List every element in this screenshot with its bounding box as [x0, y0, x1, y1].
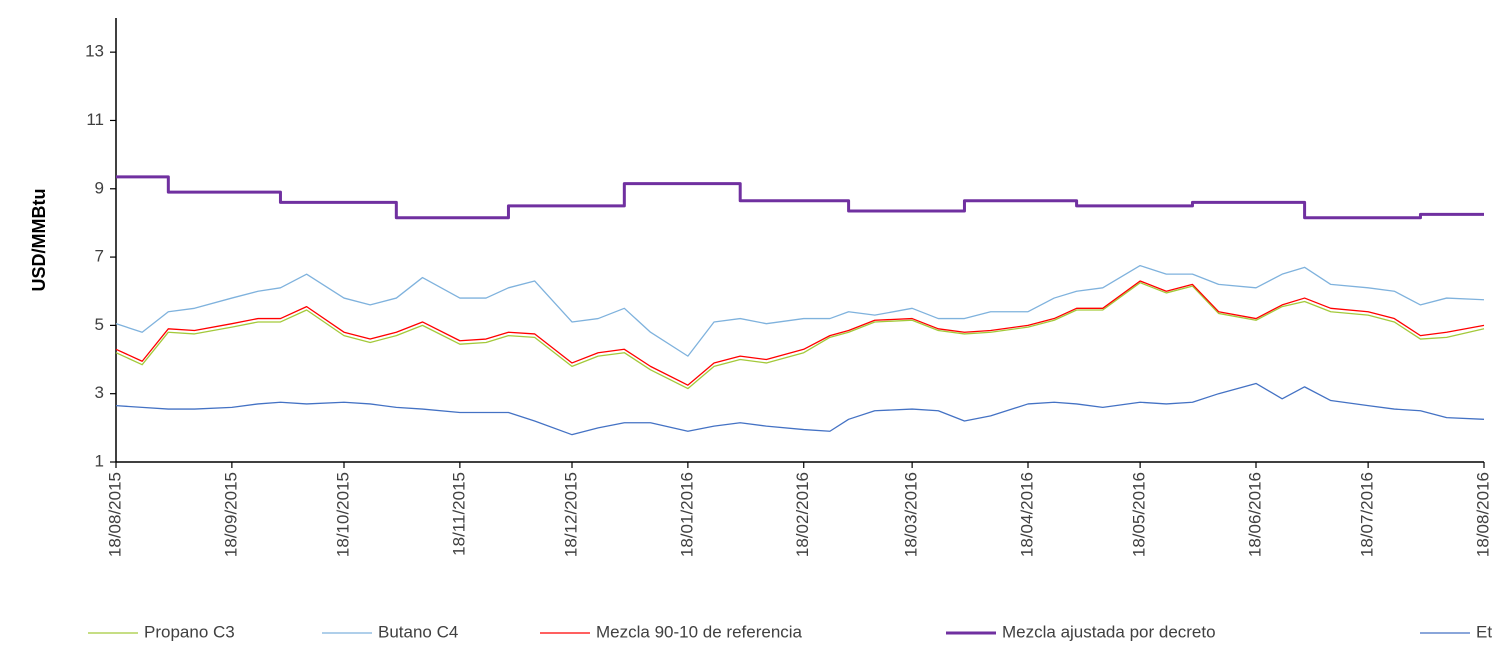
x-tick-label: 18/08/2016 [1473, 472, 1492, 557]
x-tick-label: 18/08/2015 [105, 472, 124, 557]
y-tick-label: 9 [95, 178, 104, 197]
legend-label: Butano C4 [378, 622, 458, 641]
y-tick-label: 5 [95, 315, 104, 334]
y-tick-label: 7 [95, 247, 104, 266]
x-tick-label: 18/05/2016 [1130, 472, 1149, 557]
legend-label: Mezcla ajustada por decreto [1002, 622, 1216, 641]
series-line [115, 280, 1485, 386]
x-tick-label: 18/12/2015 [561, 472, 580, 557]
legend-label: Propano C3 [144, 622, 235, 641]
x-tick-label: 18/03/2016 [902, 472, 921, 557]
series-line [115, 282, 1485, 390]
series-line [115, 382, 1485, 436]
series-line [116, 175, 1484, 220]
x-tick-label: 18/02/2016 [793, 472, 812, 557]
x-tick-label: 18/01/2016 [677, 472, 696, 557]
y-tick-label: 3 [95, 383, 104, 402]
y-tick-label: 13 [85, 42, 104, 61]
legend-label: Mezcla 90-10 de referencia [596, 622, 803, 641]
series-line [115, 264, 1485, 357]
y-axis-label: USD/MMBtu [29, 189, 49, 292]
x-tick-label: 18/04/2016 [1017, 472, 1036, 557]
x-tick-label: 18/11/2015 [449, 472, 468, 556]
y-tick-label: 11 [86, 110, 104, 129]
x-tick-label: 18/06/2016 [1245, 472, 1264, 557]
x-tick-label: 18/10/2015 [333, 472, 352, 557]
y-tick-label: 1 [95, 451, 104, 470]
x-tick-label: 18/07/2016 [1358, 472, 1377, 557]
x-tick-label: 18/09/2015 [221, 472, 240, 557]
legend-label: Etano [1476, 622, 1492, 641]
